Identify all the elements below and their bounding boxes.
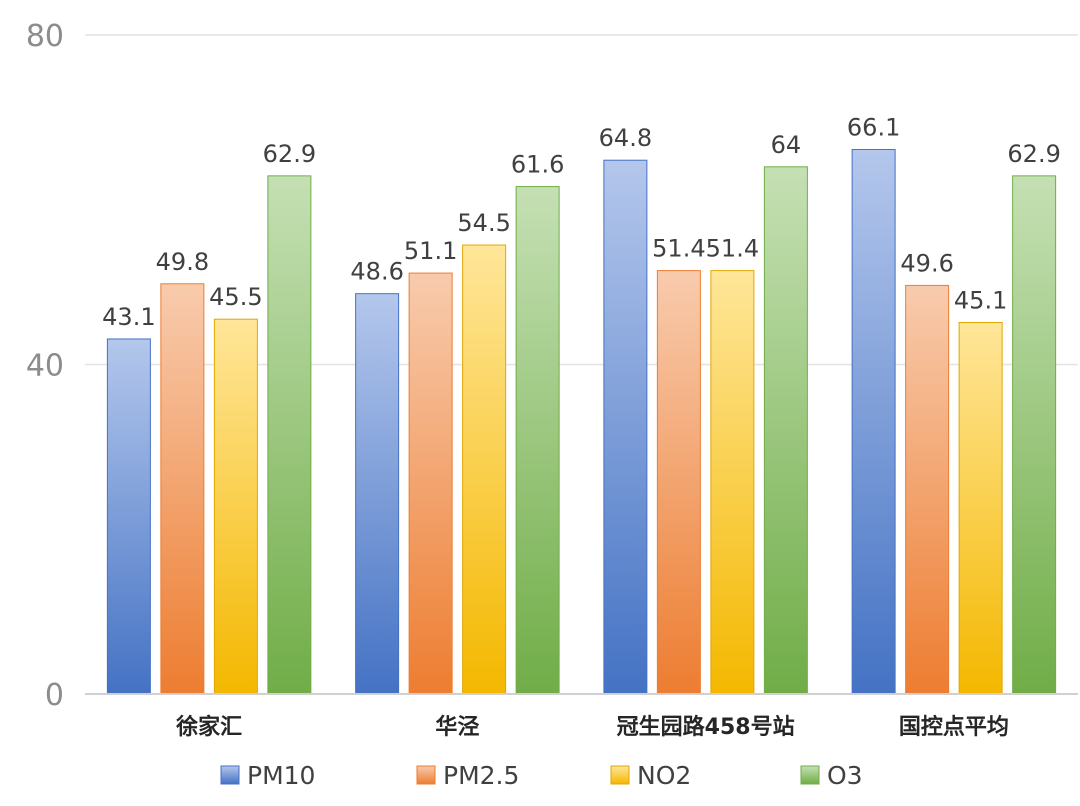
- legend-swatch: [416, 765, 436, 785]
- bar-pm10: [106, 338, 151, 695]
- data-label: 45.5: [209, 283, 262, 311]
- data-label: 54.5: [457, 209, 510, 237]
- data-label: 43.1: [102, 303, 155, 331]
- bar-o3: [1012, 175, 1057, 695]
- legend-item: NO2: [610, 761, 691, 790]
- bar-pm10: [603, 159, 648, 695]
- x-tick-label: 华泾: [435, 714, 479, 740]
- bar-o3: [763, 166, 808, 695]
- data-label: 51.4: [652, 235, 705, 263]
- data-label: 51.4: [706, 235, 759, 263]
- bar-pm25: [408, 272, 453, 695]
- x-tick-label: 冠生园路458号站: [617, 714, 795, 740]
- bar-o3: [267, 175, 312, 695]
- legend-item: PM10: [220, 761, 315, 790]
- legend-label: O3: [827, 761, 863, 790]
- x-tick-label: 国控点平均: [899, 714, 1009, 740]
- bar-pm10: [851, 149, 896, 695]
- bar-no2: [710, 270, 755, 695]
- bar-pm25: [905, 284, 950, 695]
- bar-pm25: [656, 270, 701, 695]
- x-axis-ticks: 徐家汇 华泾 冠生园路458号站 国控点平均: [175, 714, 1009, 740]
- bars: [106, 149, 1057, 695]
- legend-swatch: [610, 765, 630, 785]
- bar-o3: [515, 186, 560, 695]
- data-label: 64: [771, 131, 802, 159]
- data-label: 49.8: [156, 248, 209, 276]
- data-label: 64.8: [599, 124, 652, 152]
- legend: PM10 PM2.5 NO2 O3: [220, 761, 863, 790]
- data-label: 49.6: [900, 249, 953, 277]
- y-tick-label: 0: [45, 678, 64, 713]
- legend-label: NO2: [637, 761, 691, 790]
- legend-swatch: [800, 765, 820, 785]
- legend-label: PM10: [247, 761, 315, 790]
- legend-label: PM2.5: [443, 761, 519, 790]
- legend-item: O3: [800, 761, 863, 790]
- x-tick-label: 徐家汇: [175, 714, 242, 740]
- bar-pm25: [160, 283, 205, 695]
- bar-no2: [213, 318, 258, 695]
- y-tick-label: 80: [26, 19, 64, 54]
- data-label: 62.9: [1007, 140, 1060, 168]
- legend-item: PM2.5: [416, 761, 519, 790]
- legend-swatch: [220, 765, 240, 785]
- bar-no2: [958, 321, 1003, 695]
- y-axis-ticks: 0 40 80: [26, 19, 64, 713]
- data-label: 45.1: [954, 286, 1007, 314]
- data-label: 61.6: [511, 151, 564, 179]
- data-label: 62.9: [263, 140, 316, 168]
- data-labels: 43.149.845.5 62.9 48.651.154.5 61.6 64.8 51.4…: [102, 114, 1061, 331]
- y-tick-label: 40: [26, 349, 64, 384]
- data-label: 51.1: [404, 237, 457, 265]
- data-label: 48.6: [350, 258, 403, 286]
- bar-pm10: [355, 293, 400, 695]
- data-label: 66.1: [847, 114, 900, 142]
- bar-no2: [462, 244, 507, 695]
